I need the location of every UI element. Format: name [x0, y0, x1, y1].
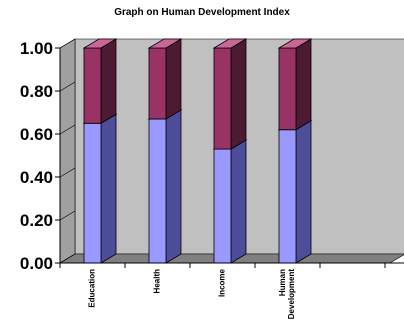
chart-title: Graph on Human Development Index	[114, 7, 290, 18]
x-tick-label: Income	[218, 268, 227, 297]
y-tick-label: 0.20	[20, 211, 53, 230]
bar-top	[212, 38, 248, 49]
y-tick-label: 0.80	[20, 82, 53, 101]
bar-top	[147, 38, 183, 49]
bar-segment	[213, 148, 232, 264]
bar-top	[277, 38, 313, 49]
y-axis: 0.00 0.20 0.40 0.60 0.80 1.00	[20, 38, 76, 273]
bar-segment	[148, 118, 167, 264]
x-tick-label: Health	[153, 269, 162, 294]
x-tick-label: Education	[88, 269, 97, 308]
x-tick-label: Development	[287, 269, 296, 320]
y-tick-diagonal	[59, 38, 76, 49]
bar-segment	[278, 47, 297, 131]
x-tick-label: Human	[278, 269, 287, 296]
bar-segment	[83, 47, 102, 124]
y-tick-label: 1.00	[20, 39, 53, 58]
y-tick-label: 0.60	[20, 125, 53, 144]
y-tick-diagonal	[59, 210, 76, 221]
bar-segment	[278, 129, 297, 264]
y-tick-label: 0.00	[20, 254, 53, 273]
bar-side	[230, 139, 247, 264]
y-tick-label: 0.40	[20, 168, 53, 187]
bar-segment	[83, 122, 102, 264]
bar-side	[295, 38, 312, 131]
bar-segment	[148, 47, 167, 120]
bar-side	[165, 109, 182, 264]
bar-side	[100, 113, 117, 264]
bar-side	[230, 38, 247, 150]
bar-top	[82, 38, 118, 49]
y-tick-diagonal	[59, 124, 76, 135]
bar-segment	[213, 47, 232, 150]
bar-series	[82, 38, 313, 264]
bar-side	[165, 38, 182, 120]
side-wall	[59, 38, 76, 264]
y-tick-diagonal	[59, 167, 76, 178]
y-tick-diagonal	[59, 81, 76, 92]
x-axis: Education Health Income Human Development	[59, 262, 404, 320]
bar-side	[295, 119, 312, 264]
bar-side	[100, 38, 117, 124]
y-tick-diagonal	[59, 253, 76, 264]
